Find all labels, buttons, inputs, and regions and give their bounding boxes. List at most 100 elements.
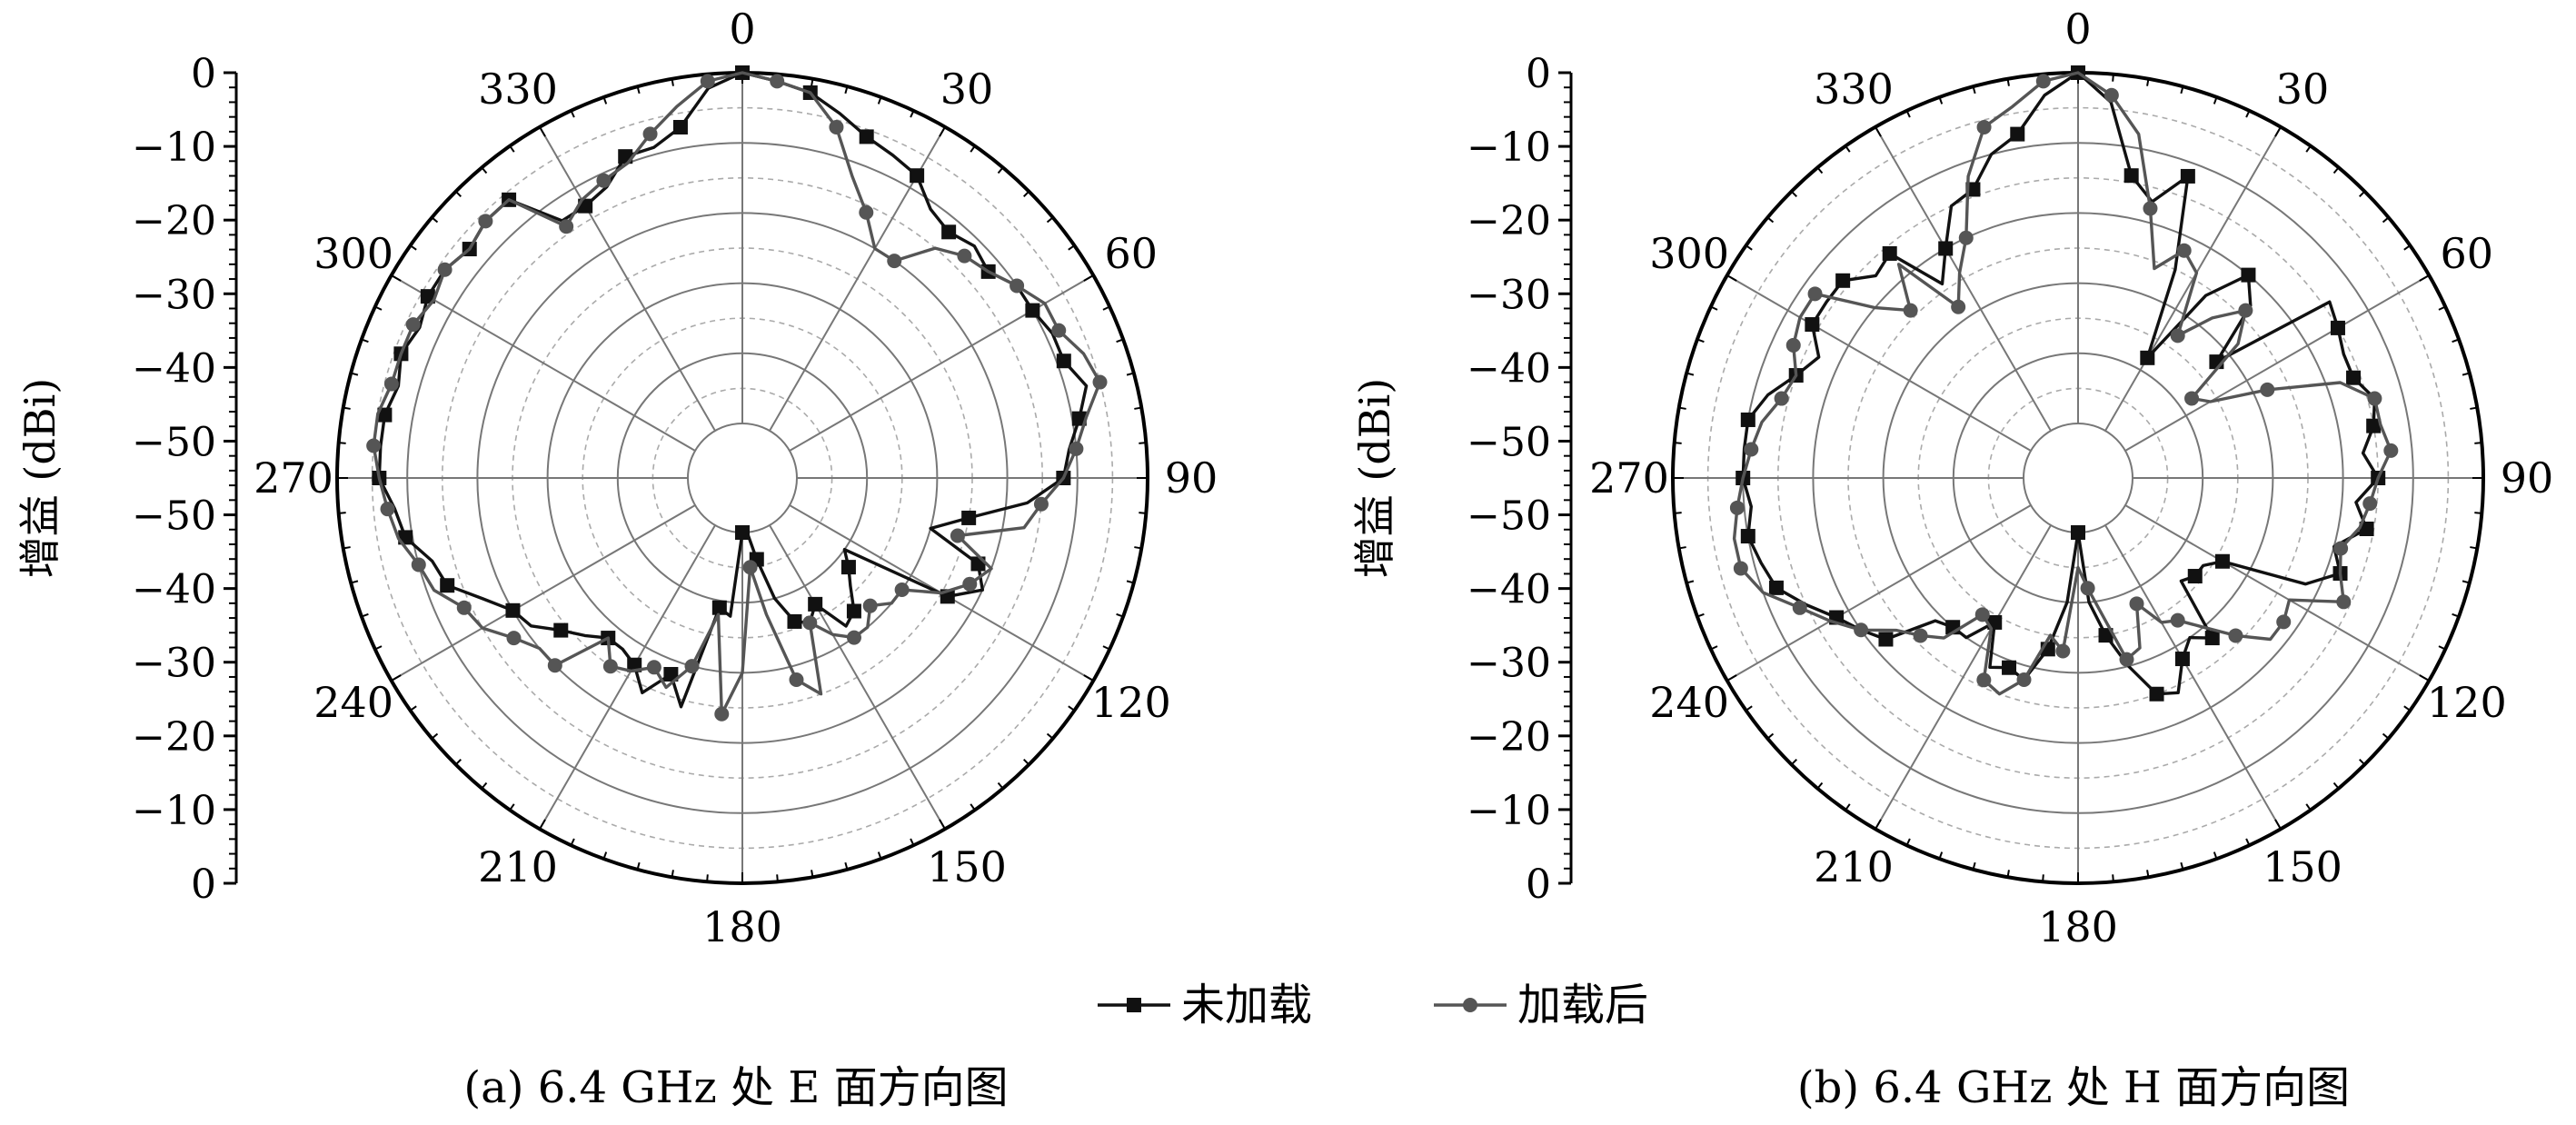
data-point-circle <box>478 214 493 229</box>
outer-tick <box>2470 406 2478 410</box>
data-point-circle <box>642 126 658 142</box>
outer-tick <box>1102 645 1110 651</box>
data-point-circle <box>1913 628 1928 643</box>
outer-tick <box>2180 85 2184 95</box>
outer-tick <box>2332 782 2340 790</box>
data-point-circle <box>894 582 910 597</box>
data-point-square <box>840 560 856 575</box>
outer-tick <box>2146 78 2150 86</box>
outer-tick <box>910 110 915 118</box>
data-point-circle <box>2170 612 2185 628</box>
data-point-square <box>2123 168 2139 184</box>
data-point-circle <box>2080 581 2095 596</box>
outer-tick <box>1766 732 1775 740</box>
outer-tick <box>2305 145 2312 153</box>
data-point-square <box>1025 303 1040 318</box>
outer-tick <box>1972 861 1976 871</box>
data-point-square <box>2187 569 2203 584</box>
outer-tick <box>2419 674 2430 682</box>
data-point-square <box>2330 320 2345 335</box>
data-point-circle <box>700 74 715 89</box>
angle-tick-label: 120 <box>1091 678 1171 727</box>
grid-spoke <box>539 126 716 432</box>
data-point-circle <box>1744 442 1759 457</box>
outer-tick <box>811 870 814 878</box>
outer-tick <box>1116 612 1124 618</box>
outer-tick <box>1046 216 1054 224</box>
radial-tick-label: −10 <box>1467 788 1551 834</box>
data-point-circle <box>1033 496 1049 512</box>
angle-tick-label: 240 <box>313 678 393 727</box>
outer-tick <box>1905 838 1911 846</box>
angle-tick-label: 60 <box>2441 229 2494 278</box>
data-point-square <box>420 289 435 304</box>
radial-tick-label: 0 <box>191 51 216 97</box>
outer-tick <box>602 851 608 860</box>
radial-tick-label: −30 <box>132 641 216 687</box>
data-point-circle <box>1974 607 1990 622</box>
data-point-circle <box>1092 374 1108 390</box>
data-point-square <box>1878 632 1894 647</box>
outer-tick <box>343 546 351 550</box>
legend: 未加载 加载后 <box>1098 980 1648 1030</box>
outer-tick <box>706 874 709 882</box>
outer-tick <box>2213 96 2218 105</box>
outer-tick <box>1746 705 1753 712</box>
data-point-square <box>735 525 750 540</box>
data-point-circle <box>2238 303 2253 318</box>
outer-tick <box>910 838 915 846</box>
outer-tick <box>1710 645 1718 651</box>
grid-spoke <box>539 524 716 830</box>
outer-tick <box>671 870 674 878</box>
outer-tick <box>602 96 608 105</box>
angle-tick-label: 90 <box>1165 453 1218 503</box>
data-point-square <box>846 603 861 619</box>
data-point-circle <box>829 119 844 134</box>
radial-tick-label: −10 <box>132 788 216 834</box>
outer-tick <box>2274 819 2282 830</box>
grid-spoke <box>2104 126 2282 432</box>
outer-tick <box>2452 612 2460 618</box>
outer-tick <box>2245 838 2251 846</box>
data-point-circle <box>957 248 972 264</box>
outer-tick <box>1083 674 1094 682</box>
angle-tick-label: 180 <box>702 902 782 951</box>
outer-tick <box>391 674 402 682</box>
data-point-circle <box>2184 391 2200 406</box>
outer-tick <box>1068 244 1075 251</box>
outer-tick <box>2438 645 2446 651</box>
data-point-circle <box>2260 382 2275 397</box>
data-point-square <box>1740 529 1755 544</box>
data-point-circle <box>770 74 785 89</box>
outer-tick <box>1116 338 1124 343</box>
outer-tick <box>1875 126 1882 137</box>
angle-tick-label: 240 <box>1649 678 1729 727</box>
outer-tick <box>391 274 402 282</box>
grid-spoke <box>1875 126 2052 432</box>
radial-tick-label: 0 <box>1526 861 1551 908</box>
data-point-square <box>1882 245 1897 261</box>
data-point-circle <box>2176 243 2192 258</box>
outer-tick <box>481 782 488 790</box>
data-point-circle <box>1785 337 1801 353</box>
angle-tick-label: 30 <box>940 65 994 114</box>
outer-tick <box>939 126 946 137</box>
series-line <box>372 71 1102 716</box>
data-point-circle <box>2383 443 2399 458</box>
outer-tick <box>1696 338 1705 343</box>
data-point-circle <box>456 600 472 615</box>
data-point-square <box>505 602 521 618</box>
outer-tick <box>1102 305 1110 311</box>
angle-tick-label: 300 <box>1649 229 1729 278</box>
data-point-circle <box>1069 441 1084 456</box>
caption-e-plane: (a) 6.4 GHz 处 E 面方向图 <box>463 1062 1008 1113</box>
outer-tick <box>2359 190 2366 197</box>
outer-tick <box>1134 546 1142 550</box>
radial-tick-label: −20 <box>1467 198 1551 244</box>
data-point-square <box>663 666 679 682</box>
outer-tick <box>2213 851 2218 860</box>
outer-tick <box>539 819 546 830</box>
data-point-square <box>910 168 925 184</box>
data-point-circle <box>437 262 453 277</box>
data-point-square <box>2002 660 2017 675</box>
